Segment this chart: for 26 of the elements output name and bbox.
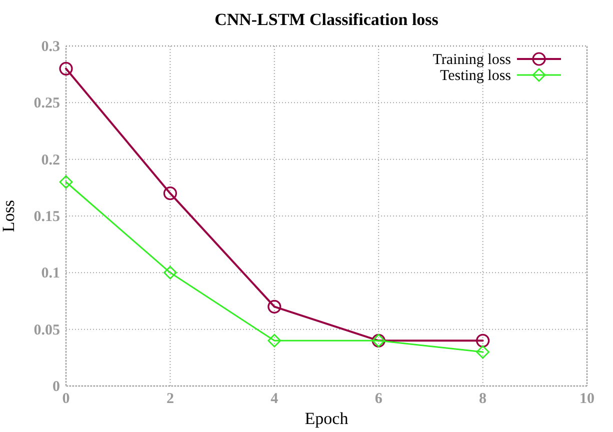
y-tick-label: 0.25 — [34, 96, 60, 112]
x-axis-title: Epoch — [304, 409, 349, 428]
point — [59, 62, 73, 76]
y-tick-label: 0.2 — [41, 152, 60, 168]
chart-title: CNN-LSTM Classification loss — [214, 10, 439, 29]
y-tick-label: 0.1 — [41, 266, 60, 282]
x-tick-label: 10 — [580, 391, 594, 407]
point — [164, 266, 177, 280]
y-tick-label: 0.3 — [41, 39, 60, 55]
point — [59, 175, 73, 189]
x-tick-label: 0 — [62, 391, 70, 407]
legend-label: Testing loss — [440, 68, 512, 84]
point — [476, 345, 490, 359]
x-tick-label: 4 — [270, 391, 279, 407]
point — [268, 334, 282, 348]
y-tick-label: 0.15 — [34, 209, 60, 225]
x-tick-label: 2 — [166, 391, 174, 407]
point — [476, 334, 490, 348]
point — [268, 300, 282, 314]
y-tick-label: 0.05 — [34, 322, 60, 338]
x-tick-label: 6 — [374, 391, 383, 407]
y-tick-label: 0 — [52, 379, 60, 395]
point — [163, 186, 177, 200]
x-tick-label: 8 — [479, 391, 487, 407]
y-axis-title: Loss — [0, 200, 18, 232]
legend-label: Training loss — [432, 52, 512, 68]
